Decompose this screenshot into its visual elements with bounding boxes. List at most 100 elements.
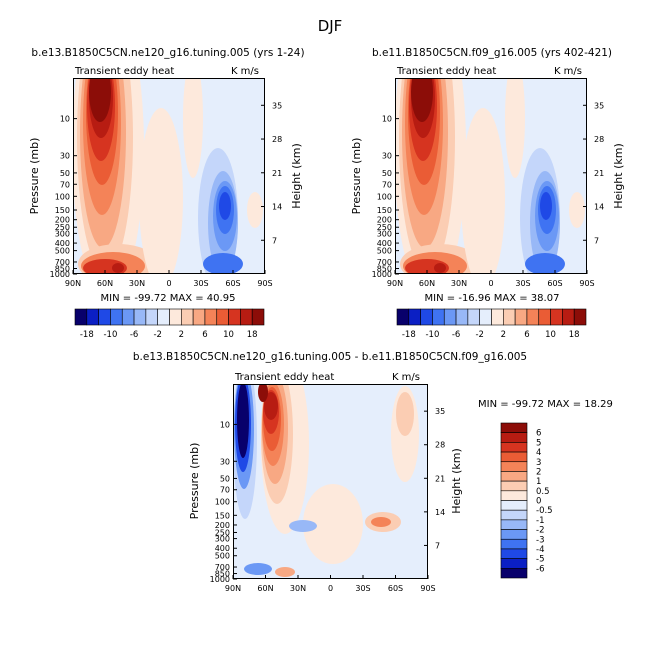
colorbar-diff-label: -2 <box>536 526 544 536</box>
panel-a-lat-tick-label: 0 <box>166 279 171 288</box>
panel-b-contours <box>395 78 587 274</box>
panel-b-pressure-tick-label: 1000 <box>372 270 392 279</box>
colorbar-diff-swatch <box>500 432 528 443</box>
panel-c-pressure-tick-label: 250 <box>215 528 230 537</box>
panel-a-lat-tick-label: 90S <box>257 279 272 288</box>
panel-b-stats: MIN = -16.96 MAX = 38.07 <box>425 293 560 304</box>
panel-b-sh-warm-strip <box>505 78 525 178</box>
panel-c-pressure-tick-label: 700 <box>215 563 230 572</box>
colorbar-a-swatch <box>240 308 253 326</box>
panel-b-lat-tick-label: 90N <box>387 279 403 288</box>
colorbar-diff-swatch <box>500 538 528 550</box>
colorbar-a-label: -2 <box>153 330 161 340</box>
colorbar-b-swatch <box>467 308 480 326</box>
panel-b-pressure-tick-label: 30 <box>382 152 392 161</box>
colorbar-b-swatch <box>479 308 492 326</box>
panel-a-height-tick-label: 21 <box>272 169 282 178</box>
colorbar-diff-swatch <box>500 490 528 501</box>
panel-b-units: K m/s <box>554 66 582 77</box>
panel-a-pressure-tick-label: 150 <box>55 206 70 215</box>
panel-c-lat-tick-label: 90N <box>225 584 241 593</box>
panel-c-sh-cold <box>289 520 317 532</box>
panel-a-pressure-tick-label: 500 <box>55 247 70 256</box>
colorbar-b-label: -18 <box>402 330 416 340</box>
colorbar-a-swatch <box>228 308 241 326</box>
panel-b-lat-tick-label: 60N <box>419 279 435 288</box>
panel-c-pressure-tick-label: 30 <box>220 457 230 466</box>
panel-b-pressure-tick-label: 250 <box>377 223 392 232</box>
panel-c-lat-tick-label: 60N <box>257 584 273 593</box>
panel-c-plot <box>233 384 428 579</box>
panel-a-lat-tick-label: 90N <box>65 279 81 288</box>
panel-b-pressure-tick-label: 400 <box>377 239 392 248</box>
colorbar-a-swatch <box>157 308 170 326</box>
panel-a-sh-warm-strip <box>183 78 203 178</box>
panel-b-height-tick-label: 7 <box>594 236 599 245</box>
colorbar-b-label: -10 <box>425 330 439 340</box>
colorbar-a-swatch <box>74 308 88 326</box>
panel-c-height-tick-label: 28 <box>435 441 445 450</box>
panel-a-sh-cold-core <box>219 192 231 220</box>
panel-c-height-tick-label: 21 <box>435 474 445 483</box>
colorbar-diff-label: 2 <box>536 467 541 477</box>
panel-c-pressure-tick-label: 500 <box>215 552 230 561</box>
colorbar-a-swatch <box>133 308 147 326</box>
colorbar-a-swatch <box>98 308 111 326</box>
colorbar-diff-swatch <box>500 568 528 579</box>
panel-a-polar-warm <box>247 192 263 228</box>
panel-a-ylabel-right: Height (km) <box>290 143 303 209</box>
panel-c-mid-neutral <box>303 484 363 564</box>
colorbar-diff-swatch <box>500 500 528 511</box>
panel-c-pressure-tick-label: 70 <box>220 486 230 495</box>
panel-b-ylabel-right: Height (km) <box>612 143 625 209</box>
panel-b-pressure-tick-label: 10 <box>382 115 392 124</box>
panel-b-lat-tick-label: 60S <box>547 279 562 288</box>
colorbar-diff-swatch <box>500 558 528 569</box>
panel-b-nh-core <box>411 78 433 122</box>
colorbar-b-swatch <box>408 308 421 326</box>
panel-a-ylabel: Pressure (mb) <box>28 138 41 215</box>
panel-a-tropic-neutral <box>139 108 183 274</box>
panel-a-height-tick-label: 14 <box>272 203 282 212</box>
panel-b-pressure-tick-label: 50 <box>382 169 392 178</box>
colorbar-a: -18 -10 -6 -2 2 6 10 18 <box>74 308 265 340</box>
panel-b-pressure-tick-label: 150 <box>377 206 392 215</box>
colorbar-a-label: -6 <box>130 330 138 340</box>
colorbar-a-swatch <box>169 308 182 326</box>
panel-c-pressure-tick-label: 850 <box>215 570 230 579</box>
colorbar-a-swatch <box>181 308 194 326</box>
panel-a-height-tick-label: 28 <box>272 135 282 144</box>
colorbar-diff-label: 5 <box>536 438 541 448</box>
colorbar-b: -18 -10 -6 -2 2 6 10 18 <box>396 308 587 340</box>
panel-a-contours <box>73 78 265 274</box>
panel-b-lat-tick-label: 0 <box>488 279 493 288</box>
panel-b-low-warm-4 <box>434 263 446 273</box>
colorbar-b-swatch <box>514 308 528 326</box>
colorbar-b-swatch <box>562 308 575 326</box>
panel-c-lat-tick-label: 0 <box>328 584 333 593</box>
panel-b-height-tick-label: 28 <box>594 135 604 144</box>
colorbar-b-swatch <box>420 308 433 326</box>
panel-c-pressure-tick-label: 300 <box>215 535 230 544</box>
colorbar-diff-label: 1 <box>536 477 541 487</box>
colorbar-b-swatch <box>455 308 469 326</box>
colorbar-diff-label: -4 <box>536 545 544 555</box>
panel-c-stats: MIN = -99.72 MAX = 18.29 <box>478 399 613 410</box>
panel-b-lat-tick-label: 30N <box>451 279 467 288</box>
panel-a-lat-tick-label: 60S <box>225 279 240 288</box>
panel-a-variable: Transient eddy heat <box>74 66 174 77</box>
panel-a-case-title: b.e13.B1850C5CN.ne120_g16.tuning.005 (yr… <box>31 47 304 59</box>
panel-b-pressure-tick-label: 700 <box>377 258 392 267</box>
colorbar-a-label: 2 <box>179 330 184 340</box>
colorbar-a-label: 18 <box>247 330 258 340</box>
colorbar-b-swatch <box>396 308 410 326</box>
panel-c-low-warm <box>275 567 295 577</box>
colorbar-b-label: 10 <box>545 330 556 340</box>
colorbar-diff-label: -6 <box>536 564 544 574</box>
panel-c-low-cold <box>244 563 272 575</box>
panel-a-pressure-tick-label: 700 <box>55 258 70 267</box>
colorbar-diff-swatch <box>500 422 528 433</box>
panel-b-plot <box>395 78 587 274</box>
